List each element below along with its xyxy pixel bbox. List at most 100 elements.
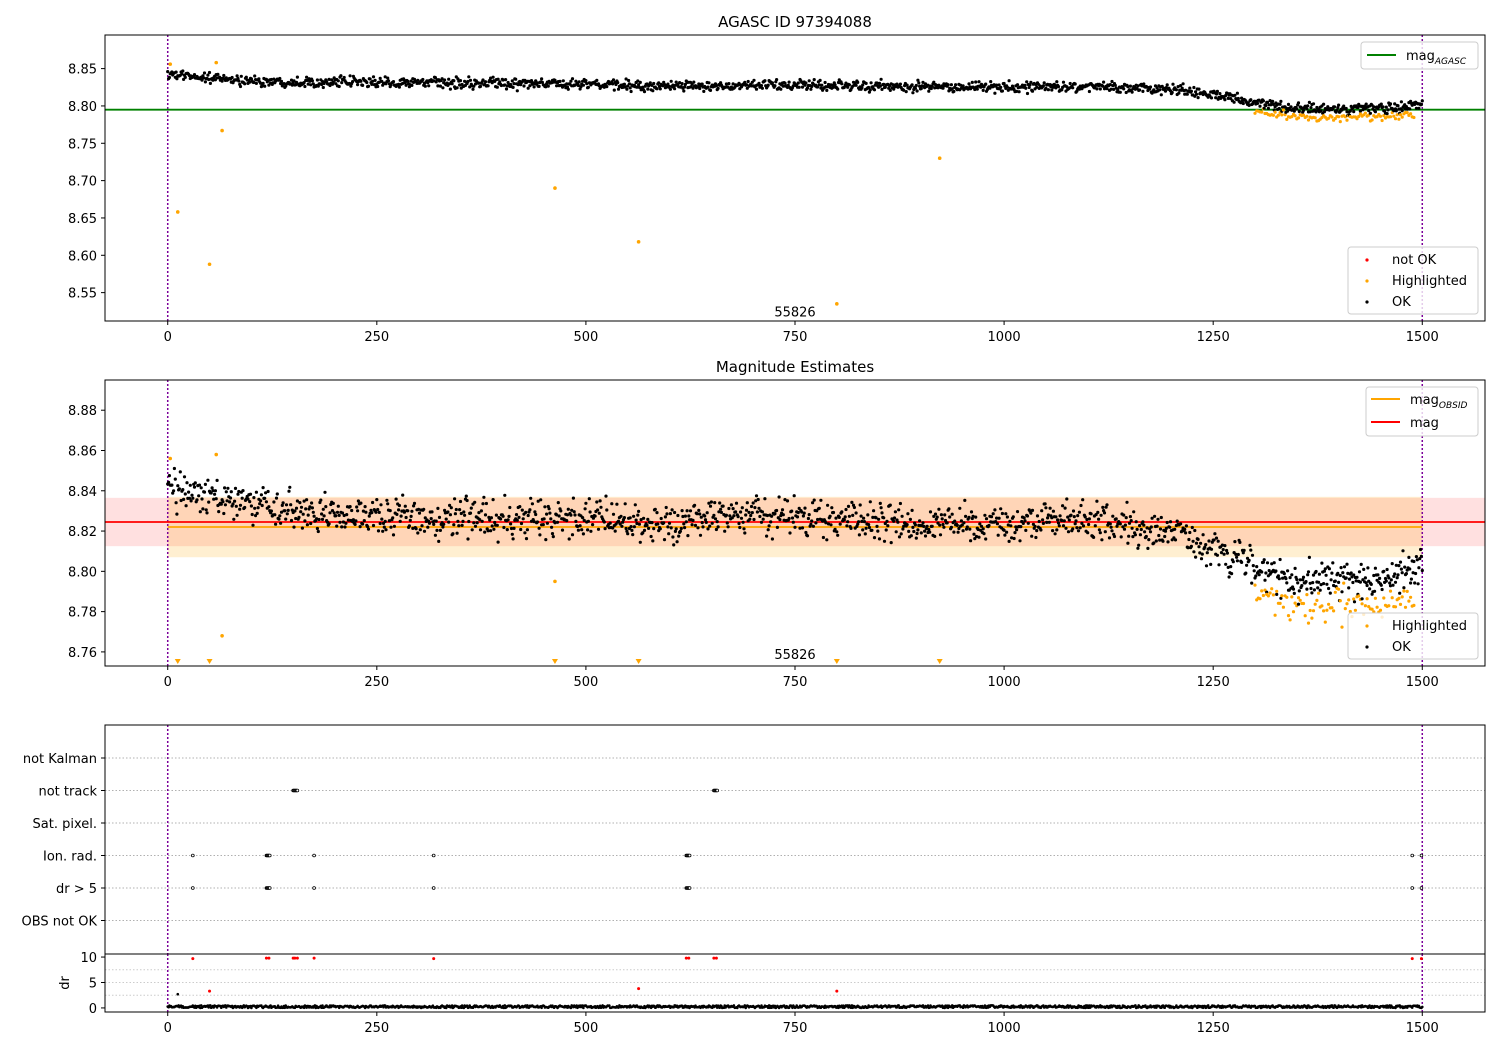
ok-point: [1015, 83, 1020, 87]
ok-point: [283, 509, 287, 513]
ok-point: [300, 526, 304, 530]
ok-point: [926, 83, 930, 87]
dr-flagged-point: [1410, 957, 1414, 961]
ok-point: [1023, 83, 1027, 87]
ok-point: [683, 526, 687, 530]
ok-point: [219, 502, 223, 506]
ok-point: [427, 84, 431, 88]
highlighted-point: [1363, 604, 1367, 608]
panel-magnitude-x-axis: 0 250 500 750 1000 1250 1500: [164, 666, 1439, 690]
ok-point: [1197, 87, 1201, 91]
ok-point: [1373, 566, 1377, 570]
highlighted-outlier: [168, 456, 173, 461]
ok-point: [1130, 526, 1134, 530]
ok-point: [364, 510, 368, 514]
ok-point: [1121, 525, 1125, 529]
ok-point: [280, 503, 284, 507]
ok-point: [523, 531, 527, 535]
ok-point: [263, 84, 267, 88]
ok-point: [745, 501, 749, 505]
ok-point: [1352, 110, 1356, 114]
ok-point: [335, 510, 340, 514]
ok-point: [447, 520, 451, 524]
ok-point: [1233, 93, 1237, 97]
ok-point: [1398, 560, 1403, 564]
ok-point: [1168, 520, 1173, 524]
ok-point: [1277, 577, 1281, 581]
ok-point: [851, 513, 855, 518]
ok-point: [368, 77, 372, 81]
ok-point: [753, 506, 757, 510]
ok-point: [889, 541, 893, 545]
ok-point: [1057, 524, 1061, 528]
ok-point: [878, 84, 882, 88]
ok-point: [1190, 525, 1194, 530]
ok-point: [1099, 513, 1103, 517]
ok-point: [359, 79, 363, 83]
highlighted-point: [1311, 609, 1316, 613]
ok-point: [404, 83, 408, 87]
ok-point: [1286, 569, 1290, 573]
highlighted-point: [1293, 601, 1297, 605]
ok-point: [1207, 539, 1211, 543]
ok-point: [177, 487, 181, 491]
highlighted-point: [1271, 113, 1275, 117]
ok-point: [199, 486, 203, 490]
ok-point: [207, 77, 211, 82]
ok-point: [1135, 527, 1139, 532]
ok-point: [228, 496, 233, 500]
y-tick-label: 8.88: [68, 404, 97, 419]
ok-point: [478, 518, 482, 522]
ok-point: [317, 517, 321, 522]
ok-point: [1352, 573, 1356, 577]
ok-point: [1039, 528, 1043, 532]
ok-point: [267, 505, 271, 509]
ok-point: [253, 514, 258, 518]
ok-point: [905, 523, 909, 527]
ok-point: [1267, 569, 1271, 573]
ok-point: [1236, 552, 1240, 557]
panel-magnitude: Magnitude Estimates 55826 0 250 500 750 1000…: [68, 358, 1486, 690]
ok-point: [410, 83, 414, 87]
ok-point: [1276, 574, 1280, 578]
ok-point: [1311, 581, 1315, 585]
ok-point: [1337, 103, 1341, 107]
dr-point: [921, 1004, 925, 1007]
ok-point: [621, 520, 625, 524]
ok-point: [653, 507, 657, 511]
ok-point: [864, 526, 868, 530]
ok-point: [756, 497, 760, 502]
ok-point: [767, 524, 771, 528]
highlighted-point: [1306, 621, 1311, 625]
ok-point: [1289, 105, 1293, 109]
ok-point: [695, 512, 699, 516]
ok-point: [924, 527, 928, 531]
ok-point: [519, 527, 523, 532]
ok-point: [819, 86, 823, 90]
ok-point: [1209, 96, 1214, 100]
ok-point: [719, 510, 724, 514]
ok-point: [1104, 505, 1108, 509]
ok-point: [1328, 591, 1332, 595]
ok-point: [351, 518, 355, 522]
ok-point: [206, 478, 210, 482]
legend-label-not-ok: not OK: [1392, 253, 1437, 268]
ok-point: [717, 510, 721, 514]
ok-point: [215, 478, 219, 482]
ok-point: [269, 509, 273, 513]
flag-point: [1410, 853, 1415, 858]
ok-point: [770, 81, 775, 85]
ok-point: [1339, 566, 1343, 570]
ok-point: [402, 78, 406, 82]
ok-point: [1404, 572, 1408, 576]
ok-point: [1329, 578, 1333, 582]
ok-point: [356, 509, 360, 513]
ok-point: [269, 77, 273, 82]
highlighted-point: [1370, 118, 1374, 122]
ok-point: [599, 505, 603, 509]
ok-point: [1229, 565, 1233, 569]
ok-point: [1030, 508, 1035, 512]
ok-point: [489, 529, 493, 533]
ok-point: [1184, 531, 1188, 535]
dr-point: [209, 1004, 212, 1007]
